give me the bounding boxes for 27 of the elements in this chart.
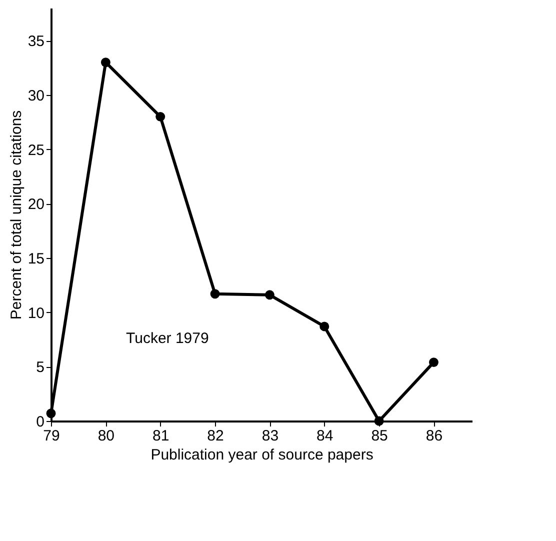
- point: [46, 408, 56, 418]
- point: [320, 322, 330, 332]
- x-tick-label: 82: [207, 428, 224, 444]
- point: [100, 58, 110, 68]
- x-tick-label: 79: [43, 428, 60, 444]
- point: [210, 289, 220, 299]
- point: [156, 112, 166, 122]
- y-tick-label: 35: [28, 33, 44, 50]
- point: [374, 416, 384, 426]
- y-tick-label: 10: [28, 304, 44, 322]
- point: [264, 290, 274, 300]
- x-tick-label: 80: [98, 428, 115, 444]
- y-tick-label: 25: [28, 142, 44, 159]
- x-tick-label: 83: [262, 428, 279, 444]
- y-axis-title: Percent of total unique citations: [8, 110, 25, 320]
- x-tick-label: 84: [316, 428, 334, 444]
- x-axis-title: Publication year of source papers: [150, 446, 374, 464]
- y-tick-label: 15: [28, 250, 44, 268]
- y-tick-label: 30: [28, 87, 44, 104]
- y-tick-label: 0: [36, 414, 44, 430]
- x-tick-label: 85: [371, 428, 388, 444]
- x-tick-label: 81: [152, 428, 170, 444]
- point: [428, 358, 438, 368]
- y-tick-label: 5: [36, 359, 44, 376]
- annotation: Tucker 1979: [126, 330, 209, 347]
- y-tick-label: 20: [28, 196, 44, 214]
- x-tick-label: 86: [426, 428, 443, 444]
